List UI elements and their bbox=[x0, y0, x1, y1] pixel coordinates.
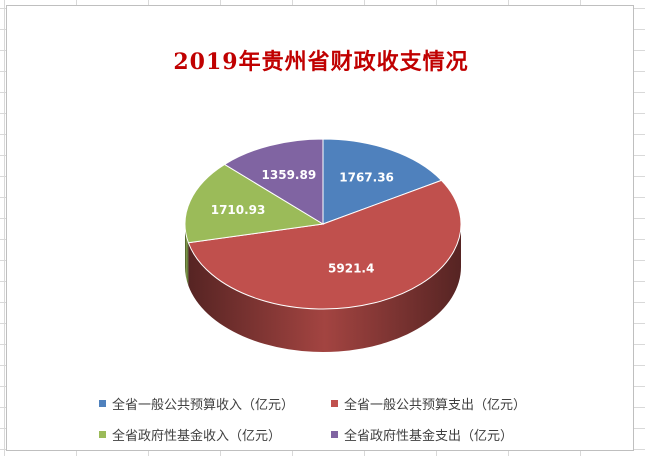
chart-area[interactable]: 2019年贵州省财政收支情况 1767.36 5921.4 1710.93 1359.… bbox=[6, 5, 634, 451]
legend-label-3: 全省政府性基金收入（亿元） bbox=[112, 429, 282, 444]
pie-slice-4[interactable] bbox=[223, 138, 324, 225]
legend-label-4: 全省政府性基金支出（亿元） bbox=[344, 429, 514, 444]
legend-swatch-2 bbox=[331, 400, 338, 407]
pie-chart: 1767.36 5921.4 1710.93 1359.89 bbox=[184, 138, 462, 353]
pie-side-2 bbox=[188, 224, 461, 353]
legend-swatch-3 bbox=[99, 431, 106, 438]
pie-side-3 bbox=[185, 224, 189, 286]
legend-swatch-4 bbox=[331, 431, 338, 438]
legend-swatch-1 bbox=[99, 400, 106, 407]
data-label-4: 1359.89 bbox=[262, 168, 317, 182]
data-label-3: 1710.93 bbox=[211, 203, 266, 217]
legend-item-3[interactable]: 全省政府性基金收入（亿元） bbox=[99, 425, 331, 444]
legend-item-1[interactable]: 全省一般公共预算收入（亿元） bbox=[99, 394, 331, 413]
chart-legend: 全省一般公共预算收入（亿元） 全省一般公共预算支出（亿元） 全省政府性基金收入（亿元… bbox=[99, 394, 569, 444]
chart-title: 2019年贵州省财政收支情况 bbox=[173, 49, 469, 75]
legend-item-2[interactable]: 全省一般公共预算支出（亿元） bbox=[331, 394, 563, 413]
pie-side-walls bbox=[185, 224, 461, 353]
pie-slice-1[interactable] bbox=[322, 138, 443, 225]
legend-item-4[interactable]: 全省政府性基金支出（亿元） bbox=[331, 425, 563, 444]
data-label-1: 1767.36 bbox=[339, 171, 394, 185]
legend-label-2: 全省一般公共预算支出（亿元） bbox=[344, 398, 527, 413]
data-label-2: 5921.4 bbox=[328, 261, 374, 275]
pie-slice-3[interactable] bbox=[184, 163, 325, 244]
legend-label-1: 全省一般公共预算收入（亿元） bbox=[112, 398, 295, 413]
pie-slice-2[interactable] bbox=[187, 179, 462, 310]
